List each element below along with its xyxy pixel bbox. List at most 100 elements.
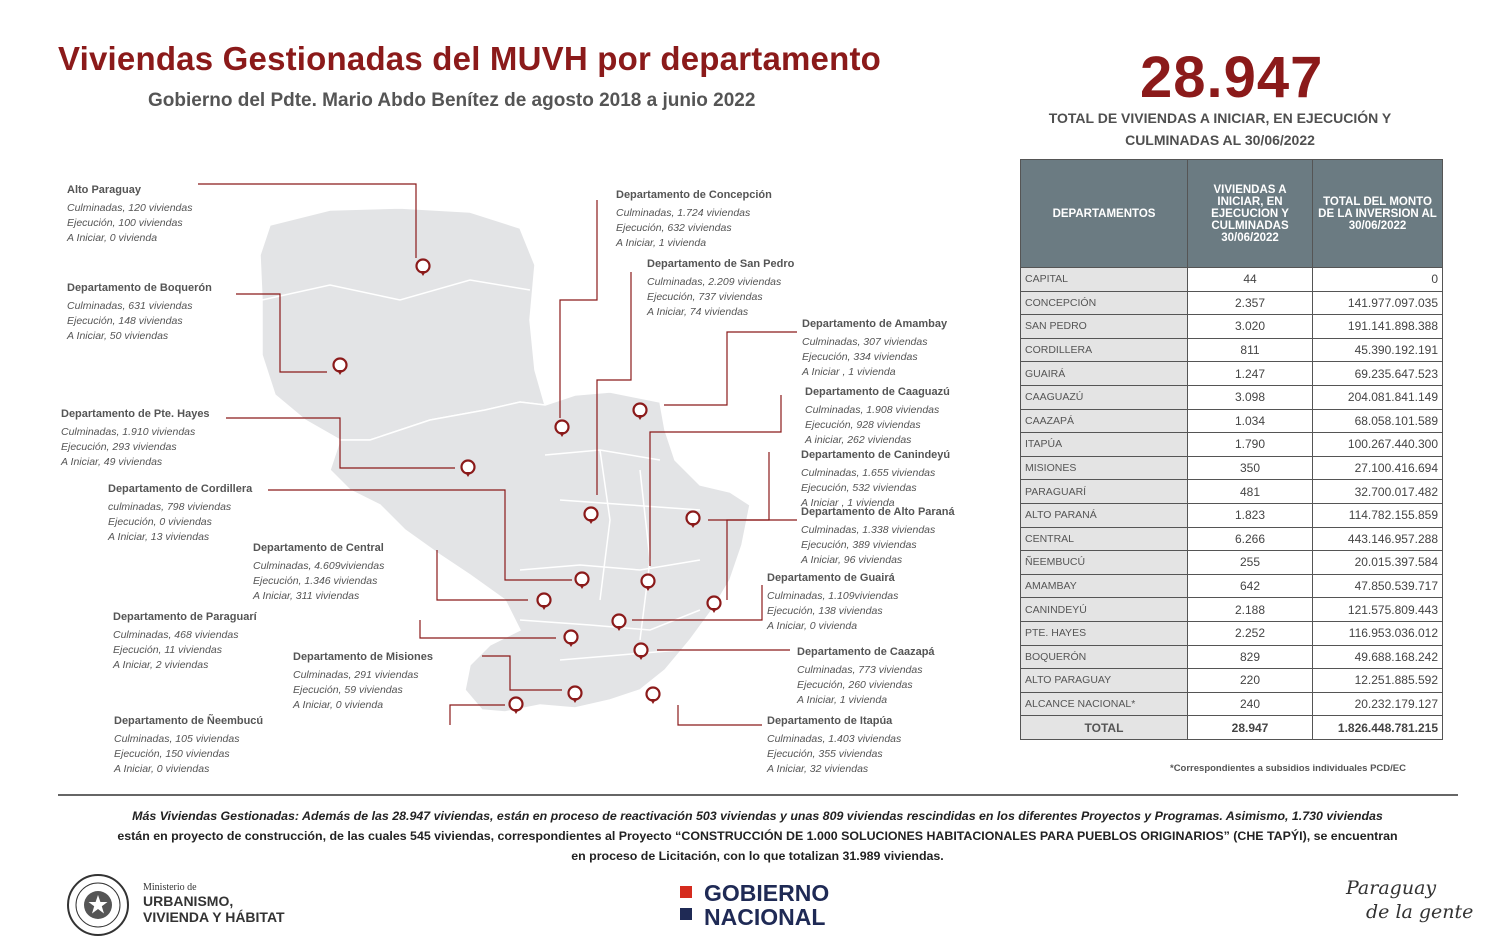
dept-ejecucion: Ejecución, 737 viviendas <box>647 291 763 303</box>
pin-pte-hayes <box>460 459 476 477</box>
dept-ejecucion: Ejecución, 389 viviendas <box>801 539 917 551</box>
cell-viviendas: 44 <box>1187 267 1313 292</box>
leader-caaguazu <box>649 395 782 566</box>
leader-boqueron <box>236 293 327 373</box>
header-monto-inversion: TOTAL DEL MONTO DE LA INVERSION AL 30/06… <box>1312 159 1443 268</box>
leader-lines <box>198 183 797 726</box>
pin-alto-parana <box>706 595 722 613</box>
dept-ejecucion: Ejecución, 59 viviendas <box>293 684 403 696</box>
table-body: CAPITAL 44 0 CONCEPCIÓN 2.357 141.977.097.035… <box>1020 267 1443 740</box>
dept-culminadas: Culminadas, 1.910 viviendas <box>61 426 196 438</box>
cell-departamento: ALTO PARAGUAY <box>1020 668 1188 693</box>
cell-departamento: AMAMBAY <box>1020 573 1188 599</box>
dept-name: Departamento de Alto Paraná <box>801 506 955 518</box>
cell-departamento: CONCEPCIÓN <box>1020 290 1188 316</box>
dept-culminadas: Culminadas, 120 viviendas <box>67 202 193 214</box>
total-desc-line2: CULMINADAS AL 30/06/2022 <box>1125 132 1315 148</box>
cell-monto: 68.058.101.589 <box>1312 408 1443 434</box>
label-itapua: Departamento de Itapúa Culminadas, 1.403… <box>767 714 901 777</box>
dept-a-iniciar: A Iniciar , 1 vivienda <box>802 366 896 378</box>
table-row: CANINDEYÚ 2.188 121.575.809.443 <box>1020 597 1443 622</box>
dept-ejecucion: Ejecución, 355 viviendas <box>767 748 883 760</box>
pin-amambay <box>632 402 648 420</box>
label-san-pedro: Departamento de San Pedro Culminadas, 2.… <box>647 257 794 320</box>
table-row: GUAIRÁ 1.247 69.235.647.523 <box>1020 361 1443 386</box>
dept-ejecucion: Ejecución, 532 viviendas <box>801 482 917 494</box>
dept-a-iniciar: A Iniciar , 1 vivienda <box>801 497 895 509</box>
cell-viviendas: 642 <box>1187 573 1313 599</box>
note-line1: Más Viviendas Gestionadas: Además de las… <box>132 809 1383 823</box>
cell-viviendas: 220 <box>1187 668 1313 693</box>
cell-departamento: CENTRAL <box>1020 526 1188 552</box>
label-caaguazu: Departamento de Caaguazú Culminadas, 1.9… <box>805 385 950 448</box>
ministry-logo-text: Ministerio de URBANISMO, VIVIENDA Y HÁBI… <box>143 882 285 925</box>
dept-ejecucion: Ejecución, 138 viviendas <box>767 605 883 617</box>
dept-a-iniciar: A Iniciar, 13 viviendas <box>108 531 210 543</box>
dept-culminadas: Culminadas, 1.403 viviendas <box>767 733 902 745</box>
cell-departamento: CORDILLERA <box>1020 337 1188 363</box>
cell-monto: 27.100.416.694 <box>1312 455 1443 481</box>
leader-itapua <box>677 705 762 726</box>
cell-viviendas: 2.188 <box>1187 597 1313 622</box>
dept-ejecucion: Ejecución, 632 viviendas <box>616 222 732 234</box>
total-viviendas-description: TOTAL DE VIVIENDAS A INICIAR, EN EJECUCI… <box>1030 107 1410 151</box>
pin-neembucu <box>508 696 524 714</box>
dept-name: Departamento de Boquerón <box>67 282 212 294</box>
dept-name: Departamento de Paraguarí <box>113 611 257 623</box>
slogan-line1: Paraguay <box>1346 877 1437 899</box>
cell-monto: 1.826.448.781.215 <box>1312 715 1443 740</box>
label-cordillera: Departamento de Cordillera culminadas, 7… <box>108 482 252 545</box>
dept-ejecucion: Ejecución, 293 viviendas <box>61 441 177 453</box>
paraguay-de-la-gente-logo: Paraguay de la gente <box>1346 876 1473 924</box>
cell-monto: 121.575.809.443 <box>1312 597 1443 622</box>
dept-a-iniciar: A Iniciar, 0 vivienda <box>293 699 384 711</box>
table-row: CORDILLERA 811 45.390.192.191 <box>1020 337 1443 363</box>
dept-name: Departamento de Amambay <box>802 318 948 330</box>
pin-caazapa <box>633 642 649 660</box>
dept-a-iniciar: A Iniciar, 74 viviendas <box>647 306 749 318</box>
pin-concepcion <box>554 419 570 437</box>
dept-culminadas: Culminadas, 1.338 viviendas <box>801 524 936 536</box>
table-footnote: *Correspondientes a subsidios individual… <box>1170 763 1406 774</box>
dept-culminadas: Culminadas, 468 viviendas <box>113 629 239 641</box>
page-title: Viviendas Gestionadas del MUVH por depar… <box>58 40 881 77</box>
gobierno-nacional-logo-text: GOBIERNO NACIONAL <box>704 881 829 929</box>
dept-name: Departamento de Cordillera <box>108 483 253 495</box>
cell-departamento: PARAGUARÍ <box>1020 479 1188 504</box>
leader-pte-hayes <box>226 417 455 469</box>
departments-table: DEPARTAMENTOS VIVIENDAS A INICIAR, EN EJ… <box>1020 159 1443 740</box>
table-row: CAAGUAZÚ 3.098 204.081.841.149 <box>1020 384 1443 410</box>
gobierno-nacional-mark <box>680 886 692 920</box>
pin-alto-paraguay <box>415 258 431 276</box>
pin-itapua <box>645 686 661 704</box>
note-line2: están en proyecto de construcción, de la… <box>117 829 1398 843</box>
page-subtitle: Gobierno del Pdte. Mario Abdo Benítez de… <box>148 90 756 111</box>
leader-misiones <box>482 655 562 691</box>
dept-ejecucion: Ejecución, 334 viviendas <box>802 351 918 363</box>
leader-alto-parana <box>726 519 797 600</box>
dept-name: Departamento de Ñeembucú <box>114 715 264 727</box>
dept-a-iniciar: A Iniciar, 96 viviendas <box>801 554 903 566</box>
dept-name: Alto Paraguay <box>67 184 141 196</box>
label-alto-parana: Departamento de Alto Paraná Culminadas, … <box>801 505 955 568</box>
cell-viviendas: 3.098 <box>1187 384 1313 410</box>
cell-monto: 100.267.440.300 <box>1312 432 1443 457</box>
dept-ejecucion: Ejecución, 260 viviendas <box>797 679 913 691</box>
dept-a-iniciar: A Iniciar, 1 vivienda <box>797 694 888 706</box>
bottom-note: Más Viviendas Gestionadas: Además de las… <box>55 806 1460 866</box>
cell-viviendas: 6.266 <box>1187 526 1313 552</box>
cell-departamento: ÑEEMBUCÚ <box>1020 550 1188 575</box>
map-region-chaco <box>259 207 547 441</box>
header-viviendas: VIVIENDAS A INICIAR, EN EJECUCION Y CULM… <box>1187 159 1313 268</box>
table-row: ALTO PARAGUAY 220 12.251.885.592 <box>1020 668 1443 693</box>
pin-central <box>536 592 552 610</box>
leader-guaira <box>632 585 763 621</box>
label-neembucu: Departamento de Ñeembucú Culminadas, 105… <box>114 714 263 777</box>
pin-paraguari <box>563 629 579 647</box>
cell-departamento: BOQUERÓN <box>1020 644 1188 670</box>
cell-monto: 49.688.168.242 <box>1312 644 1443 670</box>
dept-name: Departamento de Canindeyú <box>801 449 951 461</box>
dept-ejecucion: Ejecución, 150 viviendas <box>114 748 230 760</box>
label-boqueron: Departamento de Boquerón Culminadas, 631… <box>67 281 212 344</box>
pin-boqueron <box>332 357 348 375</box>
